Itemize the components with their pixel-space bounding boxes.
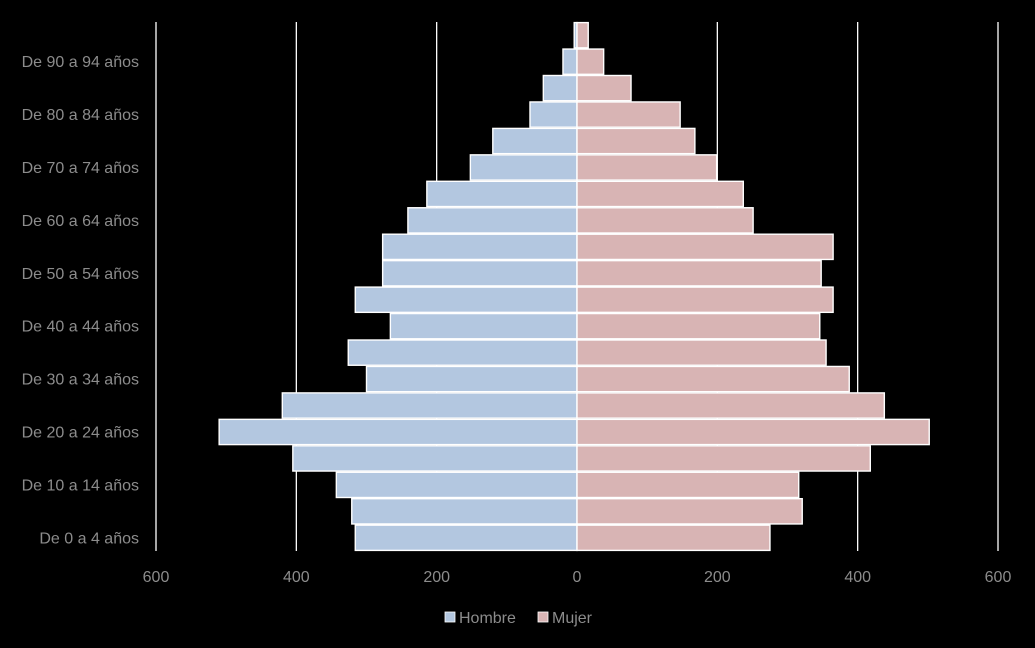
category-label: De 50 a 54 años [22, 266, 139, 283]
bar-mujer [576, 127, 696, 155]
bar-hombre [381, 259, 578, 287]
bar-hombre [381, 233, 578, 261]
bar-hombre [389, 312, 578, 340]
bar-hombre [281, 392, 578, 419]
bar-hombre [407, 207, 578, 234]
bar-hombre [365, 365, 578, 393]
bar-hombre [492, 127, 578, 155]
bar-hombre [469, 154, 578, 181]
bar-hombre [542, 74, 578, 102]
x-tick-label: 400 [283, 569, 310, 586]
bar-mujer [576, 48, 605, 75]
category-label: De 90 a 94 años [22, 54, 139, 71]
bar-mujer [576, 418, 930, 446]
bar-mujer [576, 286, 834, 314]
x-tick-label: 600 [985, 569, 1012, 586]
bar-mujer [576, 445, 871, 472]
bar-hombre [218, 418, 578, 446]
category-label: De 60 a 64 años [22, 213, 139, 230]
category-label: De 40 a 44 años [22, 319, 139, 336]
bar-hombre [351, 498, 578, 525]
bar-mujer [576, 312, 821, 340]
category-label: De 20 a 24 años [22, 424, 139, 441]
bar-hombre [426, 180, 578, 208]
bar-hombre [529, 101, 578, 128]
legend-swatch-hombre [444, 611, 456, 623]
bar-mujer [576, 21, 589, 49]
bar-hombre [354, 286, 578, 314]
category-label: De 0 a 4 años [39, 530, 139, 547]
bar-mujer [576, 101, 681, 128]
x-tick-label: 600 [143, 569, 170, 586]
category-labels: De 0 a 4 años De 10 a 14 años De 20 a 24 a… [22, 54, 139, 547]
bar-mujer [576, 339, 827, 366]
bar-hombre [562, 48, 578, 75]
category-label: De 30 a 34 años [22, 372, 139, 389]
bar-mujer [576, 365, 850, 393]
category-label: De 80 a 84 años [22, 107, 139, 124]
x-tick-label: 200 [423, 569, 450, 586]
bar-hombre [354, 524, 578, 552]
bar-mujer [576, 180, 744, 208]
bar-mujer [576, 392, 886, 419]
bar-hombre [292, 445, 578, 472]
bar-mujer [576, 259, 822, 287]
bars [218, 21, 930, 552]
bar-mujer [576, 74, 632, 102]
bar-mujer [576, 524, 771, 552]
category-label: De 70 a 74 años [22, 160, 139, 177]
bar-mujer [576, 207, 754, 234]
x-tick-labels: 600 400 200 0 200 400 600 [143, 569, 1012, 586]
x-tick-label: 400 [844, 569, 871, 586]
x-tick-label: 0 [573, 569, 582, 586]
legend-label-hombre: Hombre [459, 610, 516, 627]
bar-mujer [576, 471, 800, 499]
category-label: De 10 a 14 años [22, 477, 139, 494]
legend: Hombre Mujer [444, 610, 593, 627]
legend-label-mujer: Mujer [552, 610, 593, 627]
bar-mujer [576, 498, 803, 525]
bar-mujer [576, 233, 834, 261]
bar-mujer [576, 154, 718, 181]
bar-hombre [335, 471, 578, 499]
x-tick-label: 200 [704, 569, 731, 586]
legend-swatch-mujer [537, 611, 549, 623]
bar-hombre [347, 339, 578, 366]
